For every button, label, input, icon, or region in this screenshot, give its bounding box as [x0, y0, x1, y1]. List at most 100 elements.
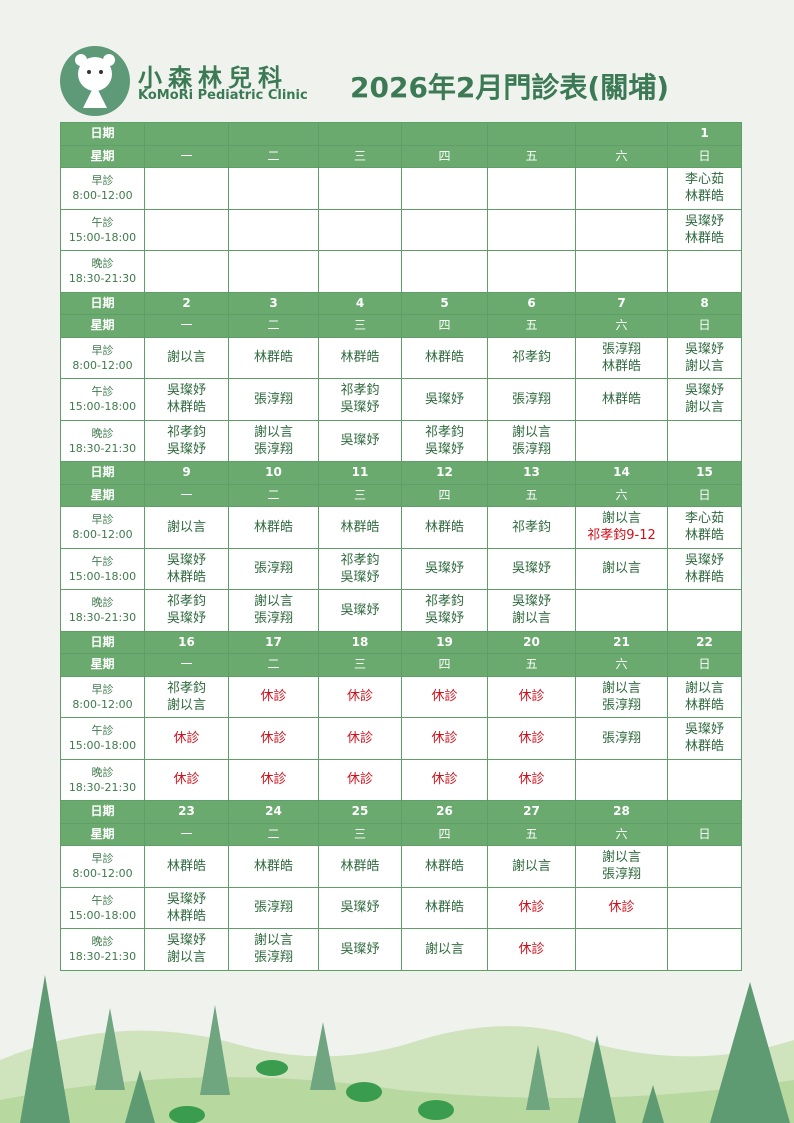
date: 27 [523, 804, 540, 819]
doctor: 張淳翔 [601, 697, 641, 713]
schedule-cell: 謝以言 [401, 928, 488, 971]
doctor: 祁孝鈞 [511, 350, 551, 366]
session-name: 早診 [91, 852, 114, 866]
weekday-label: 星期 [90, 318, 115, 333]
date-cell: 20 [487, 630, 576, 654]
doctor: 張淳翔 [253, 950, 293, 966]
session-time: 15:00-18:00 [68, 739, 137, 753]
date-cell [144, 122, 229, 146]
schedule-cell: 吳璨妤 [318, 886, 402, 929]
weekday-cell: 日 [667, 483, 742, 507]
schedule-cell: 謝以言 張淳翔 [228, 928, 319, 971]
weekday-label-cell: 星期 [60, 314, 145, 338]
weekday: 二 [267, 657, 280, 672]
schedule-cell: 張淳翔 林群皓 [575, 336, 668, 379]
schedule-cell: 林群皓 [228, 845, 319, 888]
doctor: 林群皓 [684, 189, 724, 205]
weekday-label-cell: 星期 [60, 653, 145, 677]
doctor: 祁孝鈞 [166, 680, 206, 696]
schedule-cell: 林群皓 [318, 506, 402, 549]
doctor: 林群皓 [601, 358, 641, 374]
date-cell: 17 [228, 630, 319, 654]
session-label-cell: 午診 15:00-18:00 [60, 208, 145, 251]
session-time: 15:00-18:00 [68, 400, 137, 414]
weekday-cell: 三 [318, 144, 402, 168]
doctor: 謝以言 [684, 400, 724, 416]
doctor: 林群皓 [253, 858, 293, 874]
doctor: 謝以言 [684, 358, 724, 374]
doctor: 謝以言 [253, 933, 293, 949]
session-name: 晚診 [91, 765, 114, 779]
schedule-cell: 休診 [575, 886, 668, 929]
weekday: 一 [180, 657, 193, 672]
date: 13 [523, 465, 540, 480]
schedule-cell: 休診 [487, 928, 576, 971]
weekday-cell: 二 [228, 653, 319, 677]
weekday: 四 [438, 487, 451, 502]
doctor: 林群皓 [253, 350, 293, 366]
doctor: 謝以言 [601, 850, 641, 866]
session-time: 8:00-12:00 [72, 528, 133, 542]
weekday: 一 [180, 148, 193, 163]
doctor: 林群皓 [424, 858, 464, 874]
weekday: 六 [615, 657, 628, 672]
schedule-cell [144, 167, 229, 210]
date: 16 [178, 634, 195, 649]
date: 4 [355, 295, 365, 310]
date: 23 [178, 804, 195, 819]
weekday-cell: 一 [144, 653, 229, 677]
schedule-cell: 吳璨妤 [318, 928, 402, 971]
weekday: 日 [698, 148, 711, 163]
doctor: 張淳翔 [601, 341, 641, 357]
date-cell: 24 [228, 800, 319, 824]
schedule-cell: 休診 [401, 717, 488, 760]
doctor: 吳璨妤 [166, 611, 206, 627]
date-label: 日期 [90, 295, 115, 310]
date-cell: 23 [144, 800, 229, 824]
doctor: 吳璨妤 [166, 891, 206, 907]
doctor-note: 休診 [173, 730, 200, 746]
session-time: 18:30-21:30 [68, 950, 137, 964]
date: 26 [436, 804, 453, 819]
schedule-cell: 謝以言 張淳翔 [228, 419, 319, 462]
schedule-cell: 祁孝鈞 吳璨妤 [144, 589, 229, 632]
weekday-label-cell: 星期 [60, 144, 145, 168]
schedule-cell: 吳璨妤 林群皓 [667, 208, 742, 251]
schedule-cell: 李心茹 林群皓 [667, 167, 742, 210]
schedule-cell: 休診 [318, 717, 402, 760]
session-time: 18:30-21:30 [68, 611, 137, 625]
date-label-cell: 日期 [60, 291, 145, 315]
weekday: 日 [698, 318, 711, 333]
session-label-cell: 午診 15:00-18:00 [60, 547, 145, 590]
doctor: 林群皓 [424, 519, 464, 535]
weekday-cell: 二 [228, 314, 319, 338]
weekday: 三 [353, 318, 366, 333]
session-name: 晚診 [91, 935, 114, 949]
doctor-note: 休診 [518, 730, 545, 746]
schedule-cell: 休診 [144, 758, 229, 801]
weekday: 五 [525, 487, 538, 502]
weekday-label-cell: 星期 [60, 483, 145, 507]
date: 9 [182, 465, 191, 480]
session-name: 早診 [91, 343, 114, 357]
date: 8 [700, 295, 709, 310]
doctor-note: 休診 [260, 730, 287, 746]
schedule-cell: 休診 [228, 675, 319, 718]
date: 18 [351, 634, 369, 649]
session-label-cell: 晚診 18:30-21:30 [60, 758, 145, 801]
weekday: 日 [698, 657, 711, 672]
schedule-cell: 吳璨妤 林群皓 [144, 378, 229, 421]
weekday: 一 [180, 487, 193, 502]
weekday-cell: 三 [318, 822, 402, 846]
date-label-cell: 日期 [60, 461, 145, 485]
date-cell: 5 [401, 291, 488, 315]
weekday-cell: 二 [228, 822, 319, 846]
doctor: 祁孝鈞 [424, 594, 464, 610]
session-label-cell: 早診 8:00-12:00 [60, 675, 145, 718]
session-label-cell: 晚診 18:30-21:30 [60, 589, 145, 632]
doctor: 吳璨妤 [166, 933, 206, 949]
schedule-cell: 祁孝鈞 吳璨妤 [144, 419, 229, 462]
schedule-cell: 謝以言 [575, 547, 668, 590]
doctor: 祁孝鈞 [166, 594, 206, 610]
